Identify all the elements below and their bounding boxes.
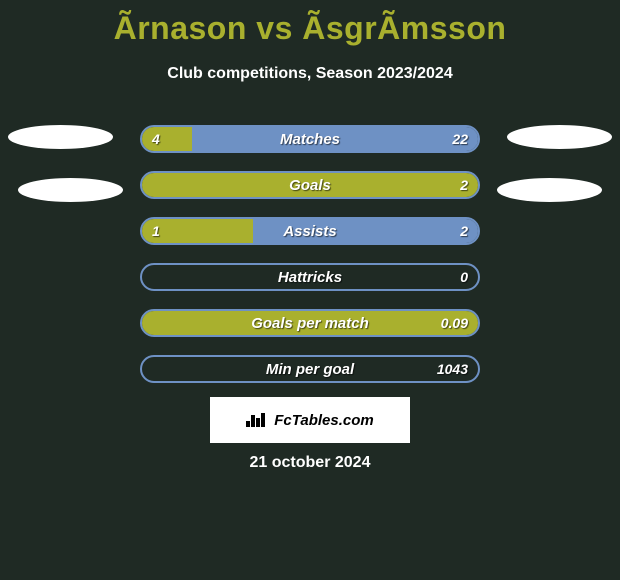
bar-label: Goals per match — [142, 311, 478, 335]
avatar-placeholder-left-2 — [18, 178, 123, 202]
bar-value-right: 2 — [460, 219, 468, 243]
source-text: FcTables.com — [274, 412, 373, 429]
bar-label: Hattricks — [142, 265, 478, 289]
stat-row-goals-per-match: Goals per match0.09 — [140, 309, 480, 337]
avatar-placeholder-right-2 — [497, 178, 602, 202]
stat-row-hattricks: Hattricks0 — [140, 263, 480, 291]
stat-row-goals: Goals2 — [140, 171, 480, 199]
bar-value-right: 2 — [460, 173, 468, 197]
date-text: 21 october 2024 — [0, 454, 620, 472]
player2-name: ÃsgrÃmsson — [302, 10, 506, 46]
bar-value-left: 4 — [152, 127, 160, 151]
fctables-logo-icon — [246, 413, 268, 427]
stat-row-matches: Matches4 22 — [140, 125, 480, 153]
stats-bars: Matches422Goals2Assists12Hattricks0Goals… — [140, 125, 480, 401]
bar-label: Goals — [142, 173, 478, 197]
player1-name: Ãrnason — [114, 10, 247, 46]
subtitle: Club competitions, Season 2023/2024 — [0, 65, 620, 83]
bar-value-right: 1043 — [437, 357, 468, 381]
bar-value-left: 1 — [152, 219, 160, 243]
comparison-card: Ãrnason vs ÃsgrÃmsson Club competitions,… — [0, 0, 620, 580]
bar-value-right: 0.09 — [441, 311, 468, 335]
stat-row-min-per-goal: Min per goal1043 — [140, 355, 480, 383]
avatar-placeholder-left-1 — [8, 125, 113, 149]
avatar-placeholder-right-1 — [507, 125, 612, 149]
vs-word: vs — [256, 10, 293, 46]
bar-label: Assists — [142, 219, 478, 243]
page-title: Ãrnason vs ÃsgrÃmsson — [0, 0, 620, 47]
bar-label: Min per goal — [142, 357, 478, 381]
source-attribution: FcTables.com — [210, 397, 410, 443]
stat-row-assists: Assists1 2 — [140, 217, 480, 245]
bar-label: Matches — [142, 127, 478, 151]
bar-value-right: 22 — [452, 127, 468, 151]
bar-value-right: 0 — [460, 265, 468, 289]
